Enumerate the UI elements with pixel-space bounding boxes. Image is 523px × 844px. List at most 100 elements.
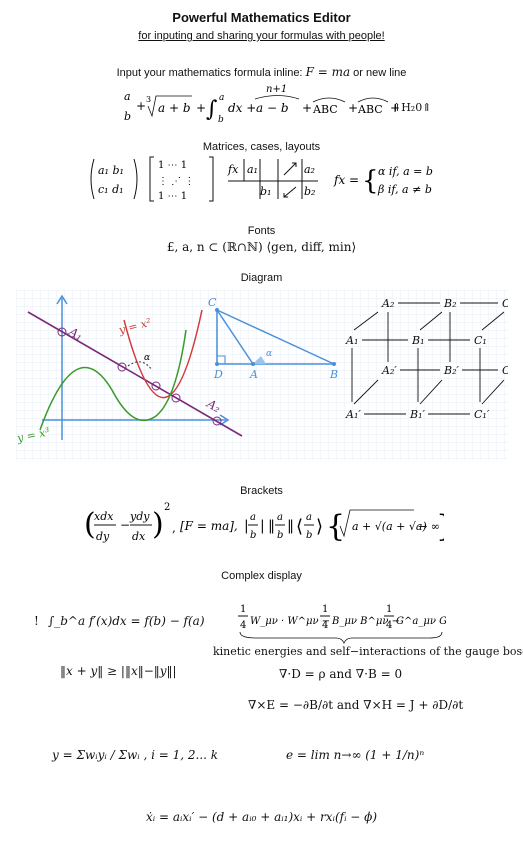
triangle-inequality[interactable]: ‖x + y‖ ≥ |‖x‖−‖y‖| [60, 664, 177, 678]
svg-text:xdx: xdx [94, 510, 114, 523]
integral-formula[interactable]: ∫_b^a f′(x)dx = f(b) − f(a) [48, 614, 205, 628]
svg-text:|: | [244, 518, 249, 534]
gauge-formula[interactable]: 1 4 W_μν · W^μν − 1 4 B_μν B^μν − 1 4 G^a_μ… [236, 598, 468, 645]
svg-text:+: + [302, 101, 312, 115]
formula-row-1-svg: a b + 3 a + b + ∫ a b dx + n+1 a − b + A… [124, 84, 400, 125]
svg-text:4: 4 [322, 620, 328, 631]
euler-limit[interactable]: e = lim n→∞ (1 + 1/n)ⁿ [286, 748, 425, 762]
svg-text:‖: ‖ [268, 518, 275, 534]
svg-text:⟨: ⟨ [296, 516, 303, 537]
svg-text:b: b [250, 530, 256, 541]
inline-tail: or new line [353, 67, 407, 79]
svg-text:−: − [120, 518, 130, 532]
svg-text:ydy: ydy [129, 510, 150, 523]
diagram-svg: α A₁ A₂ y = x² y = x³ α C D A B A₂B₂C A₁… [15, 290, 511, 460]
svg-text:b₂: b₂ [304, 185, 315, 198]
inline-formula-line: Input your mathematics formula inline: F… [0, 65, 523, 79]
svg-text:α: α [266, 349, 272, 359]
inline-formula[interactable]: F = ma [305, 65, 351, 79]
matrices-row[interactable]: a₁ b₁ c₁ d₁ 1 ⋯ 1 ⋮ ⋰ ⋮ 1 ⋯ 1 fx a₁ b₁ a… [88, 153, 438, 205]
svg-text:A₂: A₂ [204, 396, 224, 415]
svg-text:b₁: b₁ [260, 185, 271, 198]
svg-text:,: , [172, 521, 176, 535]
svg-text:b: b [218, 115, 224, 124]
svg-text:⟩: ⟩ [316, 516, 323, 537]
svg-text:1 ⋯ 1: 1 ⋯ 1 [158, 191, 187, 202]
svg-text:[F = ma],: [F = ma], [180, 519, 238, 533]
svg-text:a: a [306, 512, 312, 523]
gauge-svg: 1 4 W_μν · W^μν − 1 4 B_μν B^μν − 1 4 G^a_μ… [238, 604, 468, 645]
svg-text:A₂: A₂ [381, 297, 394, 310]
svg-text:dx: dx [132, 530, 146, 543]
svg-text:+: + [348, 101, 358, 115]
svg-text:+: + [390, 101, 400, 115]
svg-text:b: b [306, 530, 312, 541]
svg-text:4: 4 [240, 620, 246, 631]
svg-text:a + b: a + b [158, 101, 191, 115]
inline-label: Input your mathematics formula inline: [116, 67, 303, 79]
ode-formula[interactable]: ẋᵢ = aᵢxᵢ′ − (d + aᵢ₀ + aᵢ₁)xᵢ + rxᵢ(fᵢ … [145, 810, 378, 824]
svg-text:a + √(a + √a): a + √(a + √a) [352, 520, 427, 533]
svg-text:|: | [260, 518, 265, 534]
svg-text:2: 2 [164, 502, 170, 513]
svg-text:C: C [502, 364, 508, 377]
svg-text:A₁: A₁ [345, 334, 358, 347]
svg-text:ABC: ABC [357, 103, 383, 116]
svg-text:B₂′: B₂′ [443, 364, 459, 377]
svg-text:α: α [144, 353, 150, 363]
svg-text:W_μν · W^μν −: W_μν · W^μν − [250, 616, 330, 627]
svg-text:a − b: a − b [256, 101, 289, 115]
svg-text:C: C [208, 296, 217, 309]
svg-text:1: 1 [386, 604, 392, 615]
svg-text:→ ∞: → ∞ [418, 520, 440, 533]
diagram-canvas[interactable]: α A₁ A₂ y = x² y = x³ α C D A B A₂B₂C A₁… [15, 290, 511, 460]
section-brackets: Brackets [240, 485, 283, 497]
svg-text:‖: ‖ [287, 518, 294, 534]
svg-text:): ) [152, 507, 164, 542]
weighted-mean[interactable]: y = Σwᵢyᵢ / Σwᵢ , i = 1, 2... k [52, 748, 219, 762]
svg-text:B₁: B₁ [411, 334, 425, 347]
section-complex: Complex display [221, 570, 302, 582]
svg-text:1 ⋯ 1: 1 ⋯ 1 [158, 160, 187, 171]
svg-text:a: a [250, 512, 256, 523]
svg-text:{: { [362, 166, 379, 196]
svg-text:fx =: fx = [333, 173, 359, 187]
chemistry-formula[interactable]: ⇑H₂0⇑ [392, 101, 432, 114]
svg-text:A₁: A₁ [66, 324, 86, 343]
subtitle-link[interactable]: for inputing and sharing your formulas w… [138, 30, 385, 42]
svg-text:A₂′: A₂′ [381, 364, 397, 377]
svg-text:∫: ∫ [206, 97, 218, 122]
matrices-svg: a₁ b₁ c₁ d₁ 1 ⋯ 1 ⋮ ⋰ ⋮ 1 ⋯ 1 fx a₁ b₁ a… [90, 156, 433, 202]
svg-text:C₁′: C₁′ [474, 408, 490, 421]
svg-text:+: + [196, 101, 206, 115]
brackets-row[interactable]: ( xdx dy − ydy dx ) 2 , [F = ma], | a b … [84, 498, 455, 552]
section-diagram: Diagram [240, 272, 283, 284]
svg-text:A₁′: A₁′ [345, 408, 361, 421]
svg-text:a: a [277, 512, 283, 523]
divergence-equations[interactable]: ∇·D = ρ and ∇·B = 0 [279, 667, 403, 681]
svg-text:{: { [326, 509, 345, 544]
svg-text:dy: dy [96, 530, 110, 543]
svg-text:D: D [213, 368, 223, 381]
svg-text:a₂: a₂ [304, 163, 315, 176]
svg-text:B₁′: B₁′ [409, 408, 425, 421]
svg-text:dx +: dx + [228, 101, 256, 115]
svg-text:n+1: n+1 [266, 84, 287, 95]
curl-equations[interactable]: ∇×E = −∂B/∂t and ∇×H = J + ∂D/∂t [248, 698, 464, 712]
fonts-line[interactable]: £, a, n ⊂ (ℝ∩ℕ) ⟨gen, diff, min⟩ [166, 240, 357, 254]
svg-text:a₁: a₁ [247, 163, 258, 176]
gauge-caption: kinetic energies and self−interactions o… [213, 645, 523, 658]
svg-text:a: a [124, 90, 131, 103]
svg-text:α if, a = b: α if, a = b [378, 165, 433, 178]
svg-text:G^a_μν G^μν: G^a_μν G^μν [396, 616, 446, 627]
formula-row-1[interactable]: a b + 3 a + b + ∫ a b dx + n+1 a − b + A… [118, 82, 418, 125]
svg-text:β if, a ≠ b: β if, a ≠ b [377, 183, 432, 196]
section-matrices: Matrices, cases, layouts [202, 141, 321, 153]
svg-text:1: 1 [240, 604, 246, 615]
svg-text:a₁ b₁: a₁ b₁ [98, 164, 124, 177]
svg-text:B₂: B₂ [443, 297, 457, 310]
svg-text:4: 4 [386, 620, 392, 631]
svg-text:fx: fx [227, 163, 239, 176]
section-fonts: Fonts [247, 225, 276, 237]
svg-text:ABC: ABC [312, 103, 338, 116]
